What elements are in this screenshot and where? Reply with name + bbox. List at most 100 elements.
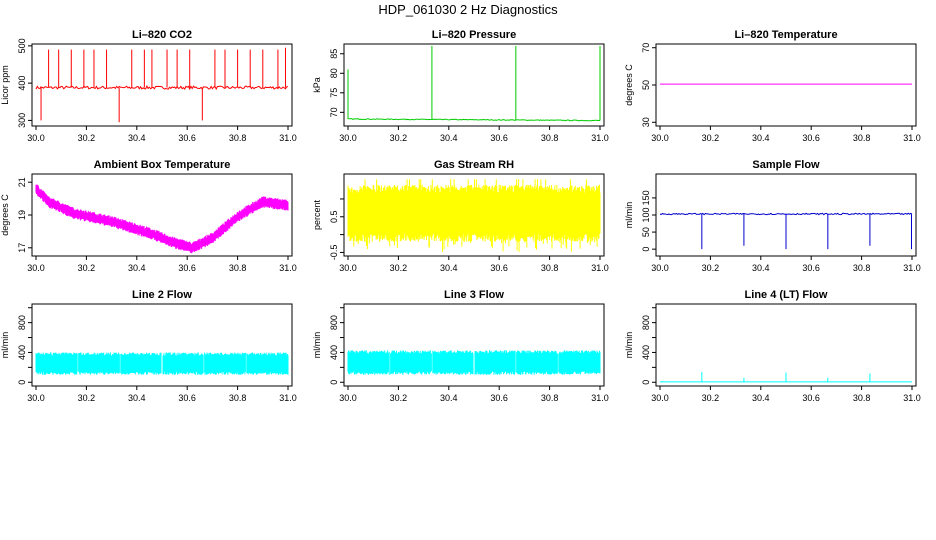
x-tick-label: 30.6 (802, 263, 820, 273)
y-tick-label: 21 (17, 177, 27, 187)
x-tick-label: 30.2 (702, 263, 720, 273)
series-line (660, 371, 912, 383)
chart-panel-6: Sample Flow ml/min 30.0 30.2 30.4 30.6 30.8 31.… (624, 159, 921, 273)
x-tick-label: 30.2 (702, 393, 720, 403)
y-tick-label: 0 (641, 247, 651, 252)
x-tick-label: 30.0 (651, 133, 669, 143)
chart-title: Gas Stream RH (434, 159, 514, 171)
y-tick-label: 0 (17, 380, 27, 385)
chart-panel-7: Line 2 Flow ml/min 30.0 30.2 30.4 30.6 30.8 31.… (0, 289, 297, 403)
x-tick-label: 30.6 (802, 133, 820, 143)
x-tick-label: 31.0 (903, 393, 921, 403)
chart-title: Sample Flow (752, 159, 820, 171)
series-band (347, 350, 601, 375)
x-tick-label: 30.2 (390, 263, 408, 273)
series-line (35, 352, 289, 375)
x-tick-label: 30.4 (752, 133, 770, 143)
x-tick-label: 30.8 (541, 393, 559, 403)
y-tick-label: 50 (641, 227, 651, 237)
x-tick-label: 30.0 (339, 393, 357, 403)
y-tick-label: 500 (17, 38, 27, 53)
chart-title: Line 3 Flow (444, 289, 504, 301)
chart-panel-8: Line 3 Flow ml/min 30.0 30.2 30.4 30.6 30.8 31.… (312, 289, 609, 403)
x-tick-label: 30.0 (27, 263, 45, 273)
y-axis-label: Licor ppm (0, 65, 10, 105)
chart-panel-5: Gas Stream RH percent 30.0 30.2 30.4 30.6 30.8… (312, 159, 609, 273)
x-tick-label: 31.0 (903, 133, 921, 143)
y-tick-label: 400 (17, 345, 27, 360)
y-tick-label: 800 (17, 315, 27, 330)
y-axis-label: ml/min (0, 332, 10, 359)
y-tick-label: 400 (329, 345, 339, 360)
x-tick-label: 30.2 (390, 133, 408, 143)
y-tick-label: 70 (641, 43, 651, 53)
plot-frame (343, 173, 605, 257)
x-tick-label: 30.8 (853, 263, 871, 273)
chart-panel-4: Ambient Box Temperature degrees C 30.0 30.2… (0, 159, 297, 273)
x-tick-label: 30.0 (339, 133, 357, 143)
series-line (35, 184, 289, 254)
x-tick-label: 30.6 (490, 393, 508, 403)
x-tick-label: 30.8 (229, 133, 247, 143)
x-tick-label: 30.0 (27, 133, 45, 143)
series-line (347, 350, 601, 375)
plot-frame (31, 43, 293, 127)
plot-frame (31, 303, 293, 387)
plot-frame (343, 43, 605, 127)
x-tick-label: 30.4 (440, 133, 458, 143)
y-tick-label: 0 (329, 380, 339, 385)
y-tick-label: 300 (17, 113, 27, 128)
chart-title: Li–820 CO2 (132, 29, 192, 41)
y-tick-label: 400 (17, 76, 27, 91)
x-tick-label: 30.6 (490, 263, 508, 273)
x-tick-label: 30.8 (229, 263, 247, 273)
y-axis-label: ml/min (312, 332, 322, 359)
x-tick-label: 31.0 (279, 133, 297, 143)
y-tick-label: 800 (329, 315, 339, 330)
x-tick-label: 30.4 (440, 393, 458, 403)
y-tick-label: -0.5 (329, 245, 339, 261)
x-tick-label: 30.2 (78, 133, 96, 143)
y-tick-label: 800 (641, 315, 651, 330)
y-axis-label: degrees C (624, 64, 634, 106)
y-tick-label: 0 (641, 380, 651, 385)
y-tick-label: 85 (329, 49, 339, 59)
plot-frame (655, 303, 917, 387)
y-tick-label: 150 (641, 190, 651, 205)
chart-panel-2: Li–820 Pressure kPa 30.0 30.2 30.4 30.6 30.8 31… (312, 29, 609, 143)
x-tick-label: 30.2 (78, 393, 96, 403)
y-axis-label: ml/min (624, 332, 634, 359)
series-line (347, 45, 601, 122)
plot-frame (343, 303, 605, 387)
y-axis-label: degrees C (0, 194, 10, 236)
series-band (35, 184, 289, 254)
series-line (659, 212, 913, 250)
series-line (347, 179, 601, 253)
series-baseline (347, 118, 601, 122)
chart-title: Line 2 Flow (132, 289, 192, 301)
x-tick-label: 30.2 (702, 133, 720, 143)
x-tick-label: 30.2 (390, 393, 408, 403)
x-tick-label: 30.0 (651, 393, 669, 403)
x-tick-label: 30.8 (853, 133, 871, 143)
y-axis-label: percent (312, 199, 322, 230)
plot-frame (655, 43, 917, 127)
y-tick-label: 50 (641, 80, 651, 90)
chart-title: Line 4 (LT) Flow (745, 289, 828, 301)
figure-title: HDP_061030 2 Hz Diagnostics (378, 2, 558, 17)
x-tick-label: 30.6 (802, 393, 820, 403)
x-tick-label: 30.4 (440, 263, 458, 273)
x-tick-label: 30.8 (853, 393, 871, 403)
y-tick-label: 100 (641, 207, 651, 222)
x-tick-label: 30.6 (178, 393, 196, 403)
x-tick-label: 30.4 (128, 133, 146, 143)
chart-panel-3: Li–820 Temperature degrees C 30.0 30.2 30.4 3… (624, 29, 921, 143)
x-tick-label: 30.6 (178, 133, 196, 143)
x-tick-label: 31.0 (591, 133, 609, 143)
x-tick-label: 30.8 (541, 263, 559, 273)
x-tick-label: 30.8 (229, 393, 247, 403)
y-tick-label: 17 (17, 243, 27, 253)
x-tick-label: 31.0 (279, 393, 297, 403)
x-tick-label: 30.2 (78, 263, 96, 273)
